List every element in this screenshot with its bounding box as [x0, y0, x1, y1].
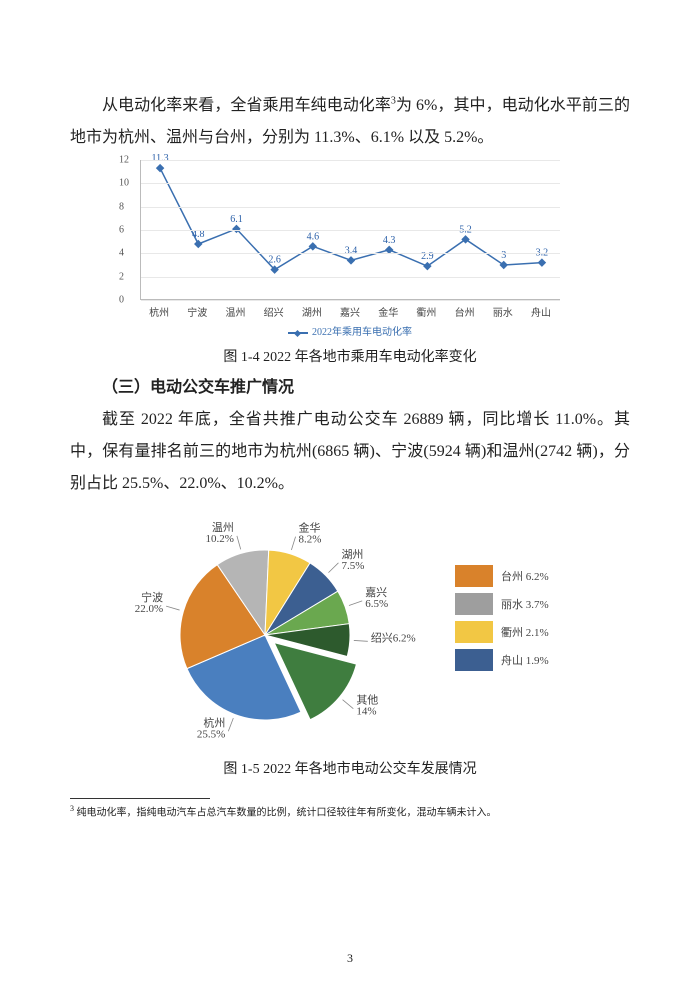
- legend-row: 衢州 2.1%: [455, 621, 585, 643]
- pie-label: 金华: [299, 521, 321, 535]
- pie-label: 6.5%: [365, 598, 388, 610]
- pie-label: 10.2%: [205, 533, 233, 545]
- xtick-label: 台州: [446, 304, 484, 319]
- pie-leader: [166, 606, 179, 610]
- legend-text: 舟山 1.9%: [501, 652, 549, 668]
- line-marker: [347, 256, 355, 264]
- line-value-label: 3.4: [345, 245, 358, 256]
- line-marker: [194, 240, 202, 248]
- legend-text: 台州 6.2%: [501, 568, 549, 584]
- legend-text: 衢州 2.1%: [501, 624, 549, 640]
- pie-chart: 杭州25.5%宁波22.0%温州10.2%金华8.2%湖州7.5%嘉兴6.5%绍…: [115, 510, 585, 750]
- gridline: [141, 277, 560, 278]
- figure-1-5-caption: 图 1-5 2022 年各地市电动公交车发展情况: [70, 758, 630, 778]
- ytick-label: 10: [119, 178, 129, 189]
- para1-text-a: 从电动化率来看，全省乘用车纯电动化率: [102, 97, 391, 114]
- pie-leader: [228, 718, 233, 731]
- ytick-label: 0: [119, 295, 124, 306]
- legend-swatch: [455, 565, 493, 587]
- legend-swatch: [455, 621, 493, 643]
- gridline: [141, 160, 560, 161]
- line-chart-plot: 11.34.86.12.64.63.44.32.95.233.2 0246810…: [140, 160, 560, 300]
- paragraph-2: 截至 2022 年底，全省共推广电动公交车 26889 辆，同比增长 11.0%…: [70, 404, 630, 500]
- legend-swatch: [455, 649, 493, 671]
- xtick-label: 舟山: [522, 304, 560, 319]
- xtick-label: 绍兴: [255, 304, 293, 319]
- line-value-label: 11.3: [152, 153, 169, 164]
- gridline: [141, 230, 560, 231]
- ytick-label: 8: [119, 201, 124, 212]
- line-value-label: 3: [501, 250, 506, 261]
- pie-label: 25.5%: [197, 728, 225, 740]
- page-number: 3: [0, 951, 700, 966]
- pie-label: 14%: [356, 706, 376, 718]
- pie-label: 8.2%: [299, 534, 322, 546]
- legend-swatch: [288, 332, 308, 334]
- line-chart-xlabels: 杭州宁波温州绍兴湖州嘉兴金华衢州台州丽水舟山: [140, 304, 560, 319]
- legend-row: 台州 6.2%: [455, 565, 585, 587]
- xtick-label: 温州: [216, 304, 254, 319]
- gridline: [141, 183, 560, 184]
- section-heading: （三）电动公交车推广情况: [70, 372, 630, 404]
- gridline: [141, 253, 560, 254]
- line-marker: [309, 242, 317, 250]
- pie-leader: [237, 536, 241, 549]
- footnote-text: 纯电动化率，指纯电动汽车占总汽车数量的比例，统计口径较往年有所变化，混动车辆未计…: [74, 807, 497, 818]
- legend-text: 丽水 3.7%: [501, 596, 549, 612]
- pie-leader: [328, 563, 338, 573]
- pie-chart-svg: 杭州25.5%宁波22.0%温州10.2%金华8.2%湖州7.5%嘉兴6.5%绍…: [145, 510, 385, 750]
- ytick-label: 12: [119, 155, 129, 166]
- pie-label: 22.0%: [135, 603, 163, 615]
- line-value-label: 4.6: [307, 231, 320, 242]
- pie-label: 绍兴6.2%: [371, 630, 416, 644]
- xtick-label: 嘉兴: [331, 304, 369, 319]
- figure-1-4-caption: 图 1-4 2022 年各地市乘用车电动化率变化: [70, 346, 630, 366]
- line-value-label: 6.1: [230, 214, 243, 225]
- legend-row: 舟山 1.9%: [455, 649, 585, 671]
- xtick-label: 杭州: [140, 304, 178, 319]
- pie-label: 7.5%: [341, 560, 364, 572]
- pie-leader: [354, 640, 368, 641]
- xtick-label: 宁波: [178, 304, 216, 319]
- pie-leader: [343, 700, 354, 709]
- pie-label: 嘉兴: [365, 585, 387, 599]
- line-marker: [156, 164, 164, 172]
- ytick-label: 4: [119, 248, 124, 259]
- xtick-label: 湖州: [293, 304, 331, 319]
- line-marker: [499, 261, 507, 269]
- xtick-label: 金华: [369, 304, 407, 319]
- gridline: [141, 207, 560, 208]
- line-value-label: 2.6: [268, 255, 281, 266]
- xtick-label: 丽水: [484, 304, 522, 319]
- legend-row: 丽水 3.7%: [455, 593, 585, 615]
- legend-swatch: [455, 593, 493, 615]
- pie-label: 杭州: [203, 715, 225, 729]
- footnote-rule: [70, 798, 210, 799]
- xtick-label: 衢州: [407, 304, 445, 319]
- pie-leader: [349, 601, 362, 606]
- gridline: [141, 300, 560, 301]
- paragraph-1: 从电动化率来看，全省乘用车纯电动化率3为 6%，其中，电动化水平前三的地市为杭州…: [70, 90, 630, 154]
- footnote-3: 3 纯电动化率，指纯电动汽车占总汽车数量的比例，统计口径较往年有所变化，混动车辆…: [70, 803, 630, 821]
- legend-label: 2022年乘用车电动化率: [312, 327, 412, 338]
- line-chart: 11.34.86.12.64.63.44.32.95.233.2 0246810…: [140, 160, 560, 338]
- line-marker: [538, 258, 546, 266]
- pie-other-legend: 台州 6.2% 丽水 3.7% 衢州 2.1% 舟山 1.9%: [455, 565, 585, 677]
- line-chart-legend: 2022年乘用车电动化率: [140, 323, 560, 338]
- ytick-label: 2: [119, 271, 124, 282]
- line-value-label: 4.3: [383, 235, 396, 246]
- ytick-label: 6: [119, 225, 124, 236]
- pie-leader: [291, 537, 295, 550]
- pie-label: 宁波: [141, 590, 163, 604]
